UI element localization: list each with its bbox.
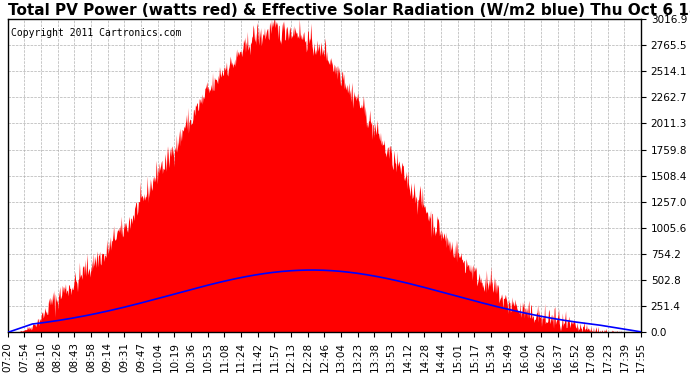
Text: Total PV Power (watts red) & Effective Solar Radiation (W/m2 blue) Thu Oct 6 18:: Total PV Power (watts red) & Effective S… — [8, 3, 690, 18]
Text: Copyright 2011 Cartronics.com: Copyright 2011 Cartronics.com — [11, 28, 181, 38]
